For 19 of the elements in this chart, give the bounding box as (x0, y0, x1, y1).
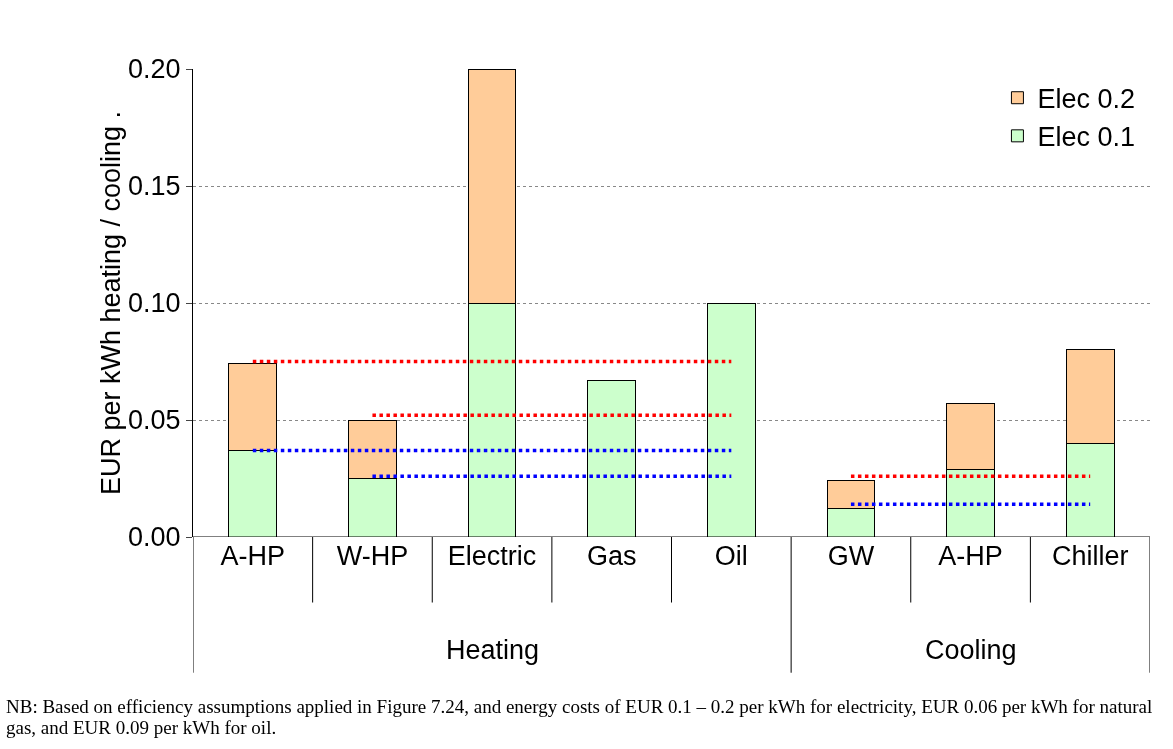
y-tick-label: 0.05 (128, 405, 181, 436)
y-axis-title: EUR per kWh heating / cooling . (96, 110, 127, 496)
text: NB: Based on efficiency assumptions applied in Figure 7.24, and energy costs of EUR 0.1 – 0.2 per kWh for electricity, EUR 0.06 per kWh for natural gas, and EUR 0.09 per kWh for oil. (6, 696, 1154, 738)
x-tick-label: GW (827, 541, 875, 571)
text: Cooling (925, 635, 1017, 665)
y-tick-label: 0.15 (128, 171, 181, 202)
legend-label: Elec 0.1 (1037, 122, 1135, 153)
x-tick-label: A-HP (220, 541, 286, 571)
legend-label: Elec 0.2 (1037, 84, 1135, 115)
x-tick-label: W-HP (336, 541, 409, 571)
x-tick-label: Chiller (1051, 541, 1129, 571)
y-tick-label: 0.10 (128, 288, 181, 319)
x-tick-label: Oil (714, 541, 748, 571)
y-tick-label: 0.00 (128, 522, 181, 553)
x-tick-label: Electric (447, 541, 537, 571)
x-tick-label: A-HP (938, 541, 1003, 571)
x-tick-label: Gas (586, 541, 637, 571)
y-tick-label: 0.20 (128, 54, 181, 85)
text: Heating (446, 635, 540, 665)
